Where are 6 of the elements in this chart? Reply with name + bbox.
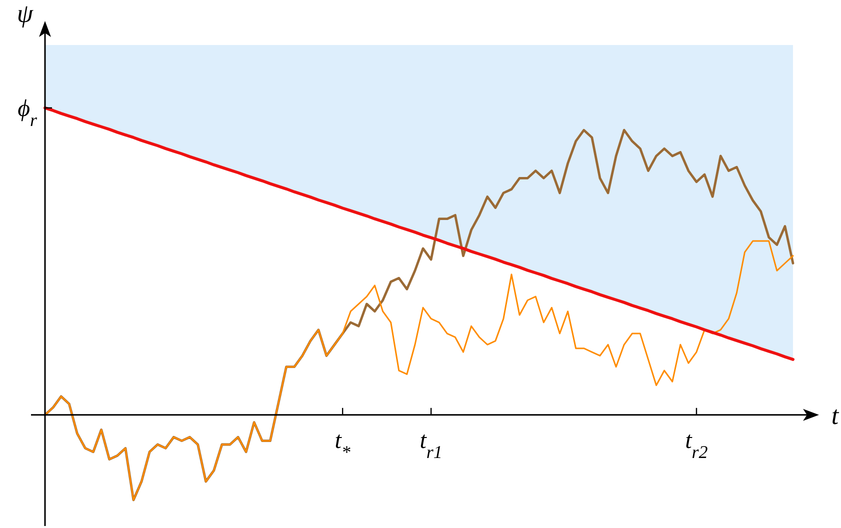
x-tick-label: t$_{r2}$ [685,428,708,462]
x-tick-label: t$_{*}$ [334,428,350,462]
x-tick-label: t$_{r1}$ [420,428,442,462]
annotation: ϕ$_{r}$ [18,96,38,130]
y-axis-title: ψ [16,0,34,28]
x-axis-title: t [831,400,840,430]
